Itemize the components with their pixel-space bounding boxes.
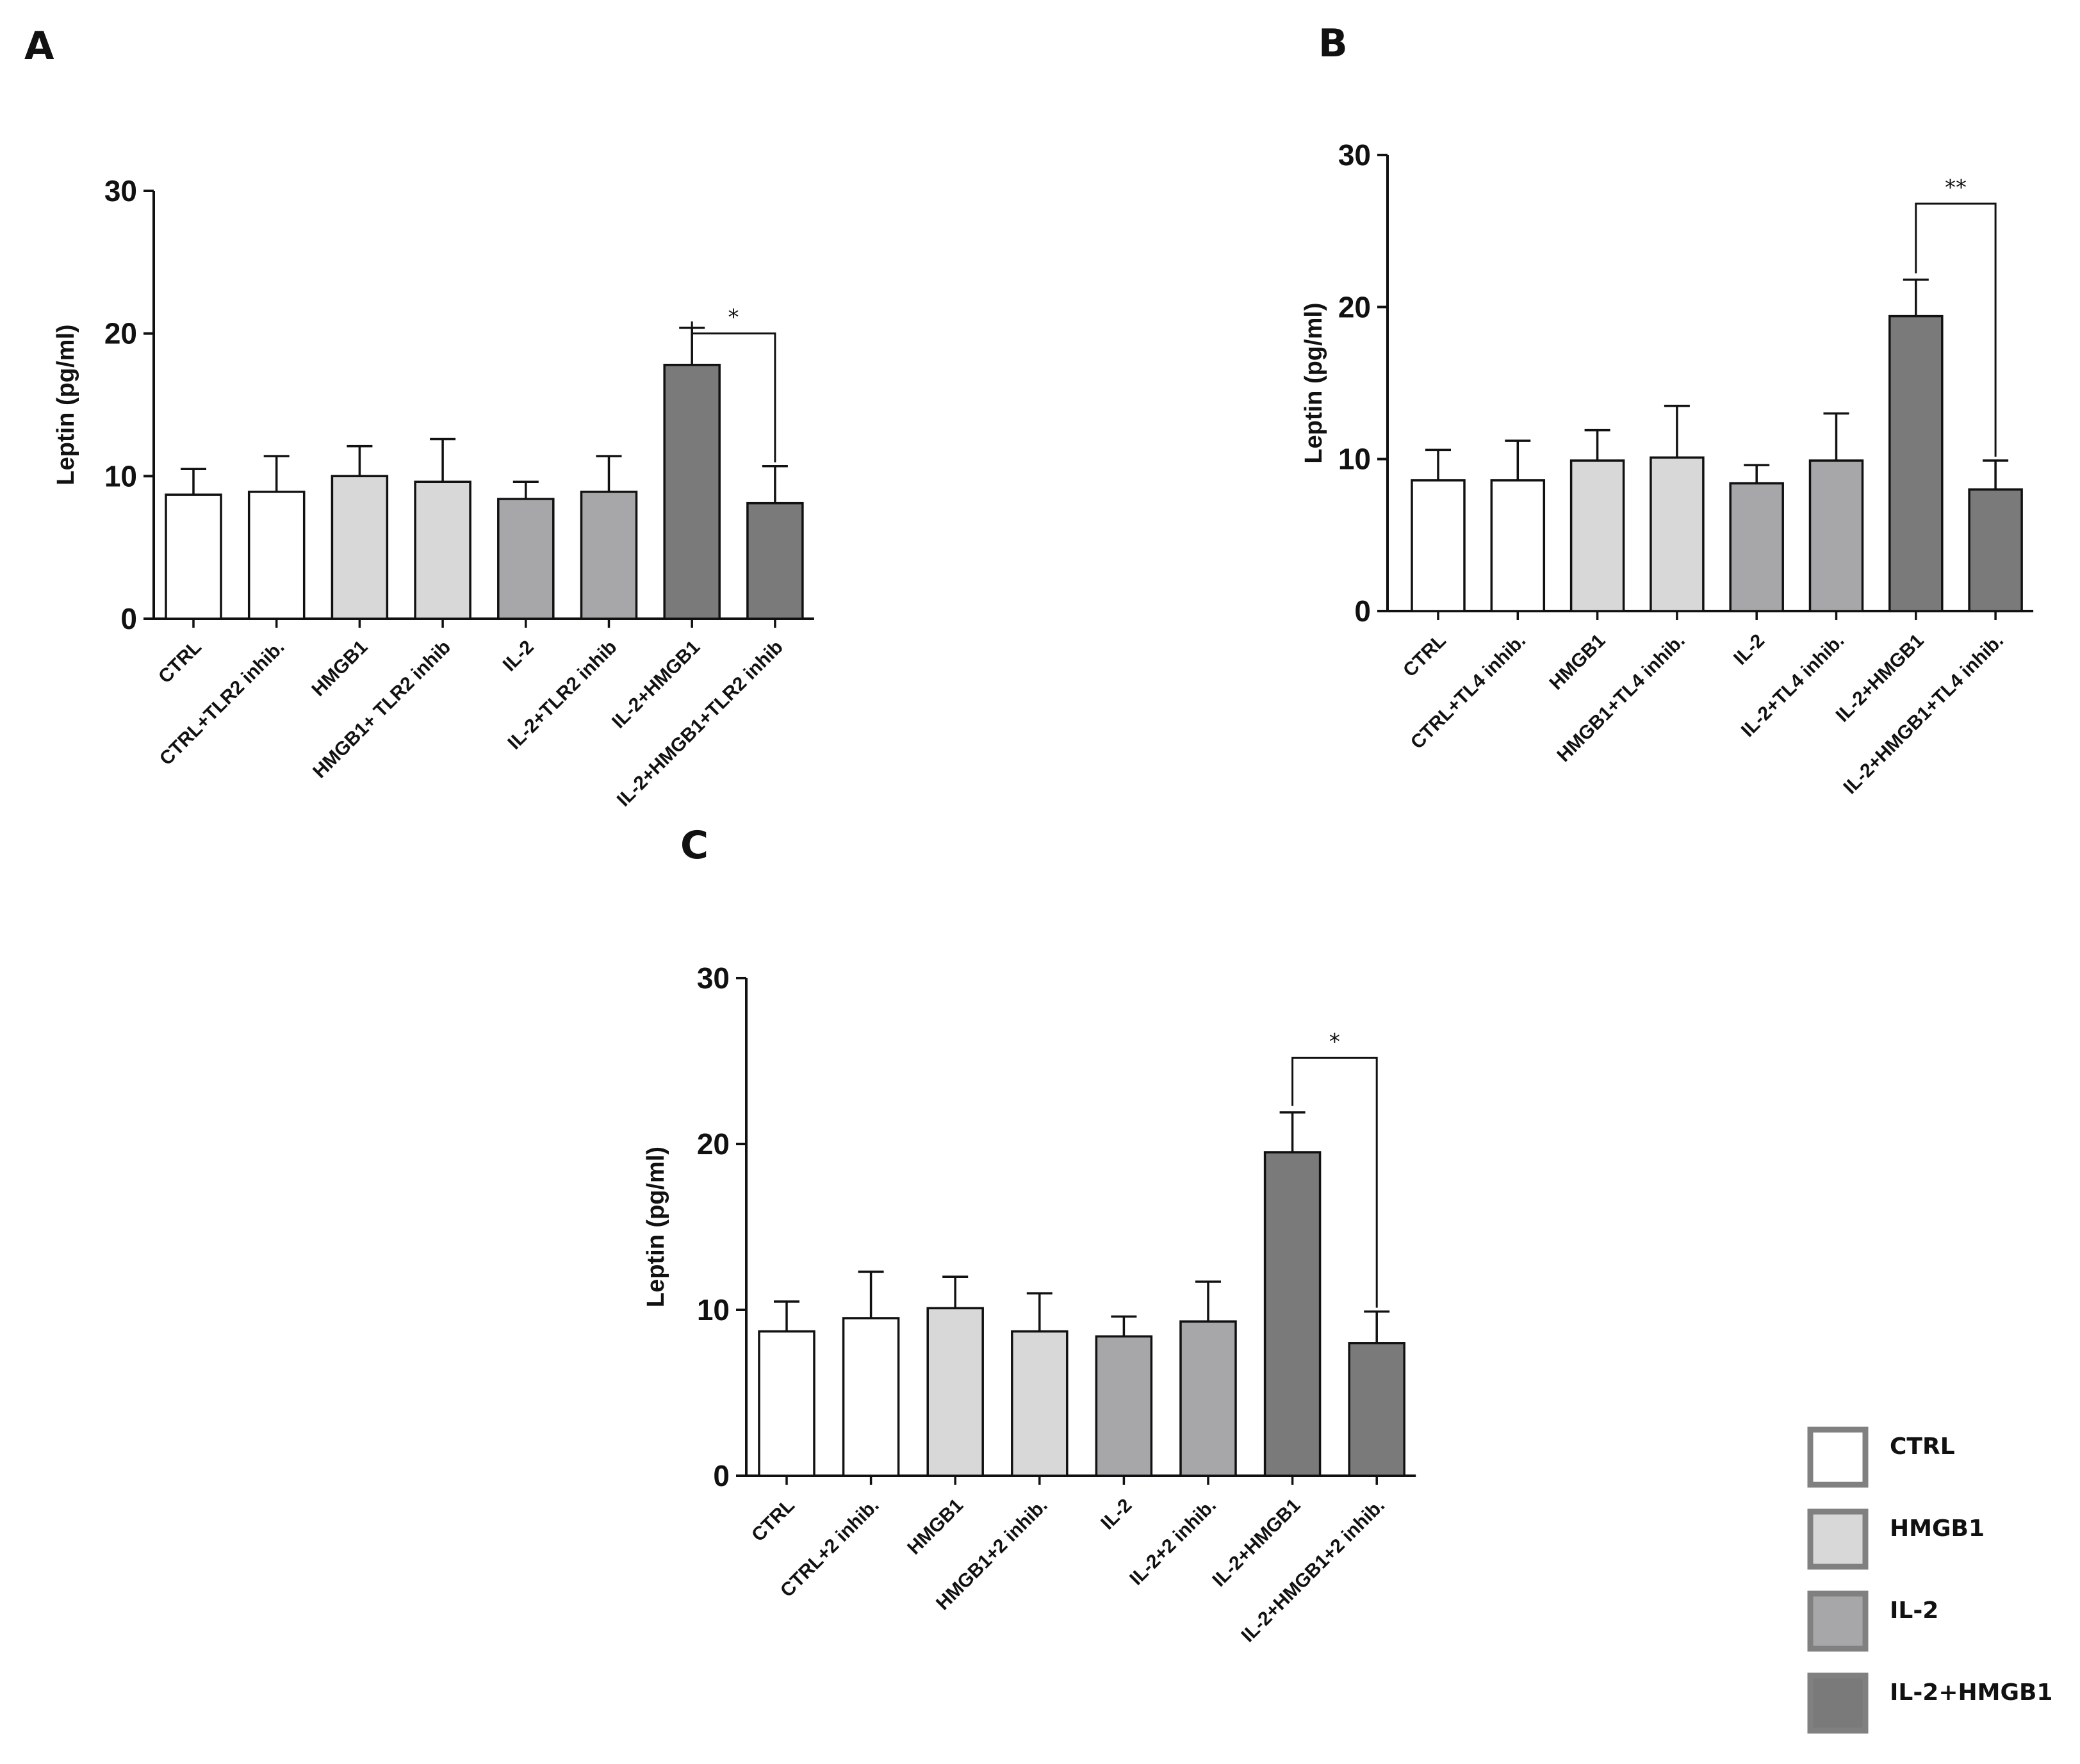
category-label: IL-2+HMGB1+TL4 inhib. — [1839, 630, 2008, 799]
significance-bracket — [1291, 1056, 1378, 1308]
bar — [1348, 1342, 1405, 1477]
bar — [1569, 459, 1625, 612]
y-tick-label: 20 — [104, 317, 137, 350]
y-tick-label: 10 — [697, 1293, 730, 1327]
category-label: IL-2+HMGB1+TLR2 inhib — [613, 637, 787, 811]
legend-label: HMGB1 — [1890, 1515, 1985, 1542]
legend-label: IL-2+HMGB1 — [1890, 1679, 2052, 1706]
y-tick-label: 30 — [697, 961, 730, 995]
significance-label: * — [1329, 1029, 1340, 1054]
legend-swatch — [1807, 1426, 1869, 1488]
significance-bracket — [1915, 202, 1997, 457]
category-label: HMGB1+ TLR2 inhib — [309, 637, 455, 783]
bar — [746, 502, 804, 620]
bar — [1729, 482, 1784, 612]
bar — [758, 1330, 815, 1477]
legend-swatch — [1807, 1672, 1869, 1734]
category-label: HMGB1 — [307, 637, 372, 701]
y-tick-label: 10 — [104, 459, 137, 493]
category-label: CTRL — [1399, 630, 1450, 682]
bar — [1968, 488, 2023, 612]
legend-swatch — [1807, 1508, 1869, 1570]
category-label: IL-2 — [1097, 1495, 1136, 1534]
category-label: IL-2+HMGB1+2 inhib. — [1237, 1495, 1389, 1647]
bar — [1263, 1151, 1322, 1477]
bar — [926, 1307, 984, 1477]
y-tick-label: 20 — [1338, 290, 1371, 323]
panel-label-c: C — [680, 823, 708, 868]
bar — [165, 493, 222, 620]
y-axis-title: Leptin (pg/ml) — [53, 324, 79, 485]
y-tick-label: 20 — [697, 1127, 730, 1161]
bar — [331, 475, 389, 620]
bar — [1650, 456, 1705, 612]
bar — [842, 1317, 900, 1477]
y-tick-label: 10 — [1338, 443, 1371, 476]
category-label: CTRL — [154, 637, 206, 688]
bar — [1011, 1330, 1069, 1477]
legend-label: IL-2 — [1890, 1597, 1938, 1624]
panel-label-a: A — [24, 24, 54, 69]
category-label: IL-2+2 inhib. — [1126, 1495, 1220, 1590]
bar — [663, 363, 721, 620]
category-label: IL-2 — [499, 637, 538, 676]
bar — [1411, 479, 1466, 612]
legend: CTRL HMGB1 IL-2 IL-2+HMGB1 — [1807, 1426, 2052, 1734]
category-label: IL-2+HMGB1 — [1208, 1495, 1304, 1591]
y-axis-title: Leptin (pg/ml) — [643, 1147, 669, 1307]
bar — [580, 491, 638, 620]
category-label: CTRL — [748, 1495, 799, 1546]
y-axis-title: Leptin (pg/ml) — [1300, 302, 1327, 463]
category-label: HMGB1 — [1546, 630, 1610, 694]
legend-label: CTRL — [1890, 1433, 1955, 1460]
bar — [1095, 1335, 1153, 1477]
significance-bracket — [691, 321, 776, 462]
category-label: IL-2 — [1730, 630, 1769, 669]
bar — [1808, 459, 1864, 612]
bar — [497, 498, 555, 620]
bar — [1179, 1320, 1237, 1477]
y-tick-label: 30 — [1338, 138, 1371, 172]
panel-label-b: B — [1318, 21, 1348, 66]
bar — [247, 491, 306, 620]
y-tick-label: 0 — [713, 1459, 730, 1492]
bar — [1490, 479, 1546, 612]
category-label: HMGB1 — [903, 1495, 967, 1559]
bar — [414, 480, 471, 620]
y-tick-label: 0 — [120, 602, 137, 635]
y-tick-label: 0 — [1354, 594, 1371, 628]
significance-label: * — [728, 305, 739, 331]
significance-label: ** — [1945, 175, 1967, 200]
bar — [1888, 314, 1944, 612]
legend-swatch — [1807, 1590, 1869, 1652]
y-tick-label: 30 — [104, 174, 137, 208]
